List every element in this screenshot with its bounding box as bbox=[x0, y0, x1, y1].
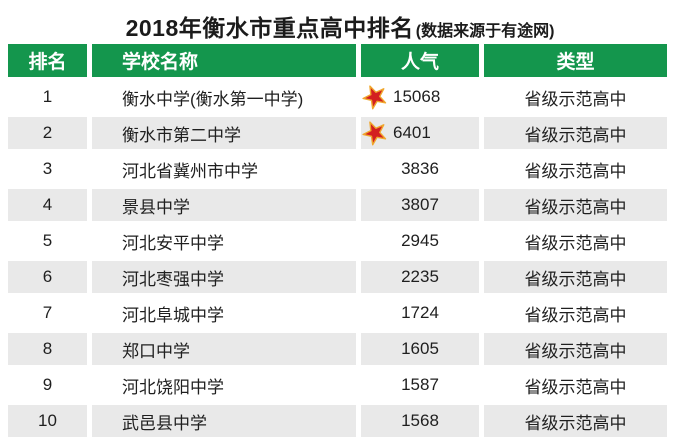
table-row: 9 河北饶阳中学 1587 省级示范高中 bbox=[8, 369, 667, 401]
table-row: 2 衡水市第二中学 6401 省级示范高中 bbox=[8, 117, 667, 149]
type-cell: 省级示范高中 bbox=[484, 297, 667, 329]
table-header: 排名 学校名称 人气 类型 bbox=[8, 44, 667, 77]
school-name-cell: 河北饶阳中学 bbox=[92, 369, 356, 401]
table-row: 6 河北枣强中学 2235 省级示范高中 bbox=[8, 261, 667, 293]
popularity-value: 6401 bbox=[393, 123, 431, 142]
school-name-cell: 河北枣强中学 bbox=[92, 261, 356, 293]
popularity-cell: 1568 bbox=[361, 405, 479, 437]
table-row: 4 景县中学 3807 省级示范高中 bbox=[8, 189, 667, 221]
rank-cell: 4 bbox=[8, 189, 87, 221]
table-row: 7 河北阜城中学 1724 省级示范高中 bbox=[8, 297, 667, 329]
rank-cell: 7 bbox=[8, 297, 87, 329]
popularity-value: 2945 bbox=[401, 231, 439, 250]
popularity-cell: 3807 bbox=[361, 189, 479, 221]
popularity-cell: 6401 bbox=[361, 117, 479, 149]
header-popularity: 人气 bbox=[361, 44, 479, 77]
rank-cell: 3 bbox=[8, 153, 87, 185]
type-cell: 省级示范高中 bbox=[484, 117, 667, 149]
popularity-cell: 1587 bbox=[361, 369, 479, 401]
ranking-table: 排名 学校名称 人气 类型 1 衡水中学(衡水第一中学) 15068 省级示范高中 2 衡… bbox=[3, 40, 672, 441]
school-name-cell: 衡水市第二中学 bbox=[92, 117, 356, 149]
rank-cell: 10 bbox=[8, 405, 87, 437]
star-icon bbox=[362, 85, 387, 110]
table-row: 3 河北省冀州市中学 3836 省级示范高中 bbox=[8, 153, 667, 185]
popularity-value: 3836 bbox=[401, 159, 439, 178]
popularity-value: 1568 bbox=[401, 411, 439, 430]
rank-cell: 8 bbox=[8, 333, 87, 365]
school-name-cell: 郑口中学 bbox=[92, 333, 356, 365]
star-icon bbox=[362, 121, 387, 146]
popularity-value: 1587 bbox=[401, 375, 439, 394]
popularity-cell: 3836 bbox=[361, 153, 479, 185]
type-cell: 省级示范高中 bbox=[484, 369, 667, 401]
type-cell: 省级示范高中 bbox=[484, 189, 667, 221]
type-cell: 省级示范高中 bbox=[484, 333, 667, 365]
title-main: 2018年衡水市重点高中排名 bbox=[125, 15, 414, 41]
table-row: 10 武邑县中学 1568 省级示范高中 bbox=[8, 405, 667, 437]
popularity-value: 1724 bbox=[401, 303, 439, 322]
table-row: 1 衡水中学(衡水第一中学) 15068 省级示范高中 bbox=[8, 81, 667, 113]
header-row: 排名 学校名称 人气 类型 bbox=[8, 44, 667, 77]
rank-cell: 5 bbox=[8, 225, 87, 257]
table-body: 1 衡水中学(衡水第一中学) 15068 省级示范高中 2 衡水市第二中学 6401 省级示范… bbox=[8, 81, 667, 437]
type-cell: 省级示范高中 bbox=[484, 225, 667, 257]
popularity-value: 2235 bbox=[401, 267, 439, 286]
type-cell: 省级示范高中 bbox=[484, 153, 667, 185]
popularity-with-star: 6401 bbox=[361, 120, 479, 146]
popularity-value: 15068 bbox=[393, 87, 441, 106]
rank-cell: 6 bbox=[8, 261, 87, 293]
popularity-value: 3807 bbox=[401, 195, 439, 214]
school-name-cell: 河北省冀州市中学 bbox=[92, 153, 356, 185]
page-title: 2018年衡水市重点高中排名 (数据来源于有途网) bbox=[0, 0, 680, 41]
title-source-note: (数据来源于有途网) bbox=[415, 23, 555, 40]
type-cell: 省级示范高中 bbox=[484, 261, 667, 293]
popularity-value: 1605 bbox=[401, 339, 439, 358]
school-name-cell: 河北安平中学 bbox=[92, 225, 356, 257]
popularity-cell: 1724 bbox=[361, 297, 479, 329]
type-cell: 省级示范高中 bbox=[484, 405, 667, 437]
popularity-cell: 15068 bbox=[361, 81, 479, 113]
school-name-cell: 武邑县中学 bbox=[92, 405, 356, 437]
popularity-cell: 2235 bbox=[361, 261, 479, 293]
table-row: 8 郑口中学 1605 省级示范高中 bbox=[8, 333, 667, 365]
table-row: 5 河北安平中学 2945 省级示范高中 bbox=[8, 225, 667, 257]
popularity-cell: 2945 bbox=[361, 225, 479, 257]
type-cell: 省级示范高中 bbox=[484, 81, 667, 113]
school-name-cell: 河北阜城中学 bbox=[92, 297, 356, 329]
header-school: 学校名称 bbox=[92, 44, 356, 77]
rank-cell: 9 bbox=[8, 369, 87, 401]
popularity-with-star: 15068 bbox=[361, 84, 479, 110]
school-name-cell: 景县中学 bbox=[92, 189, 356, 221]
popularity-cell: 1605 bbox=[361, 333, 479, 365]
rank-cell: 2 bbox=[8, 117, 87, 149]
school-name-cell: 衡水中学(衡水第一中学) bbox=[92, 81, 356, 113]
header-type: 类型 bbox=[484, 44, 667, 77]
header-rank: 排名 bbox=[8, 44, 87, 77]
rank-cell: 1 bbox=[8, 81, 87, 113]
